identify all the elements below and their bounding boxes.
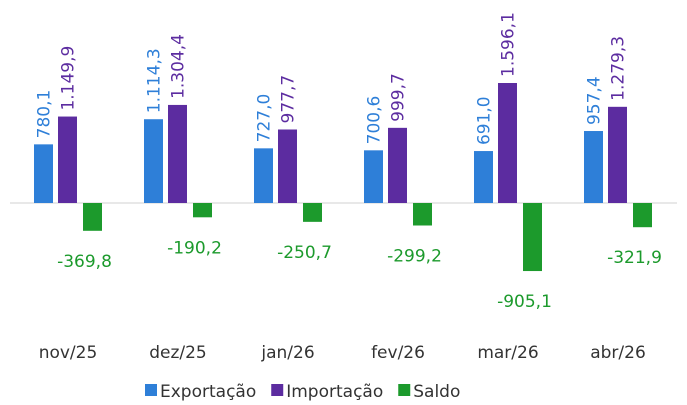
bar <box>364 150 383 203</box>
value-label: 999,7 <box>389 73 409 122</box>
legend-label: Exportação <box>160 382 256 402</box>
bar <box>474 151 493 203</box>
value-label: -905,1 <box>497 292 552 312</box>
value-label: 977,7 <box>279 75 299 124</box>
bar <box>608 106 627 203</box>
bar <box>303 203 322 222</box>
value-label: 1.279,3 <box>609 36 629 101</box>
bar <box>193 203 212 218</box>
value-label: 1.149,9 <box>59 46 79 111</box>
x-tick-label: mar/26 <box>477 343 538 363</box>
value-label: -369,8 <box>57 252 112 272</box>
legend-label: Saldo <box>413 382 460 402</box>
bar <box>633 203 652 228</box>
value-label: -250,7 <box>277 243 332 263</box>
bar <box>498 83 517 203</box>
bar <box>168 104 187 203</box>
bar <box>413 203 432 226</box>
value-label: 727,0 <box>255 94 275 143</box>
bar <box>278 129 297 203</box>
value-label: 700,6 <box>365 96 385 145</box>
x-tick-label: nov/25 <box>39 343 98 363</box>
bar <box>523 203 542 272</box>
bar <box>254 148 273 203</box>
value-label: 957,4 <box>585 76 605 125</box>
x-tick-label: abr/26 <box>590 343 646 363</box>
x-tick-label: jan/26 <box>260 343 314 363</box>
value-label: -299,2 <box>387 246 442 266</box>
value-label: 780,1 <box>35 90 55 139</box>
bar <box>584 131 603 203</box>
bar <box>144 119 163 203</box>
value-label: -190,2 <box>167 238 222 258</box>
bar <box>34 144 53 203</box>
value-label: 1.304,4 <box>169 34 189 99</box>
value-label: 691,0 <box>475 96 495 145</box>
value-label: 1.596,1 <box>499 12 519 77</box>
value-label: 1.114,3 <box>145 48 165 113</box>
legend-swatch <box>145 384 157 396</box>
bar <box>388 127 407 203</box>
legend-swatch <box>271 384 284 396</box>
legend-swatch <box>398 384 411 396</box>
bar <box>58 116 77 203</box>
legend-label: Importação <box>286 382 383 402</box>
x-tick-label: dez/25 <box>149 343 207 363</box>
x-tick-label: fev/26 <box>371 343 425 363</box>
value-label: -321,9 <box>607 248 662 268</box>
bar <box>83 203 102 231</box>
